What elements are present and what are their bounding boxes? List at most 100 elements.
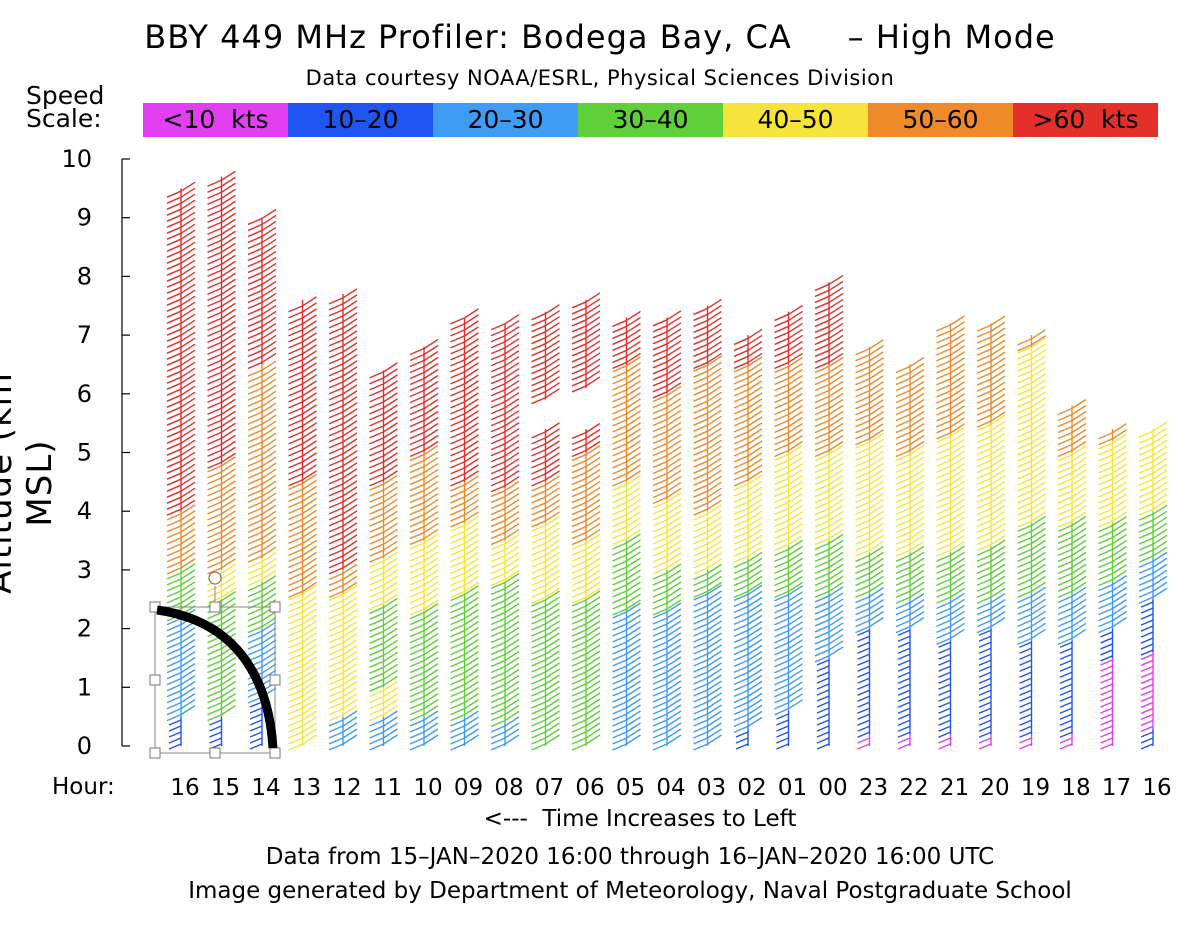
wind-barb-layer — [938, 640, 952, 738]
selection-handle — [149, 674, 161, 686]
wind-barb-layer — [735, 728, 749, 750]
selection-handle — [269, 747, 281, 759]
y-tick-label: 2 — [77, 615, 92, 643]
wind-barb-layer — [976, 539, 1006, 604]
wind-barb-layer — [814, 356, 844, 458]
wind-barb-layer — [733, 328, 763, 370]
wind-barb-layer — [288, 473, 317, 599]
wind-barb-layer — [733, 356, 763, 487]
wind-barb-layer — [733, 551, 763, 599]
y-tick-label: 7 — [77, 321, 92, 349]
wind-barb-layer — [976, 593, 1006, 634]
wind-barb-layer — [976, 315, 1006, 428]
wind-barb-layer — [938, 734, 952, 750]
wind-barb-layer — [450, 475, 479, 528]
wind-barb-layer — [1017, 337, 1046, 528]
wind-barb-layer — [733, 584, 763, 734]
data-credit: Data courtesy NOAA/ESRL, Physical Scienc… — [305, 66, 895, 90]
wind-barb-layer — [409, 338, 439, 458]
wind-barb-layer — [936, 545, 965, 604]
wind-barb-layer — [1098, 516, 1127, 587]
wind-barb-layer — [612, 356, 641, 487]
wind-barb-layer — [247, 208, 277, 370]
wind-barb-layer — [936, 426, 965, 557]
wind-barb-layer — [1059, 734, 1073, 750]
wind-barb-layer — [612, 602, 641, 751]
wind-barb-layer — [774, 585, 803, 716]
hour-tick-label: 01 — [778, 775, 807, 801]
hour-tick-label: 02 — [737, 775, 766, 801]
wind-barb-layer — [369, 681, 398, 722]
wind-barb-layer — [693, 563, 722, 599]
wind-barb-layer — [409, 533, 439, 616]
wind-barb-layer — [612, 310, 641, 370]
speed-bin-20-30: 20–30 — [433, 103, 578, 137]
wind-barb-layer — [531, 515, 560, 604]
rotate-handle-icon — [208, 571, 222, 585]
hour-tick-label: 19 — [1021, 775, 1050, 801]
wind-barb-layer — [936, 315, 965, 440]
wind-barb-layer — [652, 492, 682, 575]
wind-barb-layer — [816, 657, 830, 750]
wind-barb-layer — [693, 298, 722, 370]
generated-by-text: Image generated by Department of Meteoro… — [188, 878, 1072, 904]
wind-barb-layer — [490, 716, 520, 751]
hour-tick-label: 22 — [899, 775, 928, 801]
wind-barb-layer — [369, 551, 398, 610]
wind-barb-layer — [450, 710, 479, 751]
wind-barb-layer — [571, 533, 601, 604]
speed-scale-label-line1: Speed — [26, 81, 105, 110]
hour-tick-label: 06 — [575, 775, 604, 801]
wind-barb-layer — [409, 710, 439, 751]
wind-barb-layer — [652, 385, 682, 505]
wind-barb-layer — [531, 475, 560, 528]
y-tick-label: 1 — [77, 673, 92, 701]
wind-barb-layer — [1140, 599, 1154, 656]
selection-handle — [209, 747, 221, 759]
wind-barb-layer — [207, 591, 236, 722]
wind-barb-layer — [490, 480, 520, 546]
wind-barb-layer — [288, 584, 317, 751]
wind-barb-layer — [166, 609, 196, 722]
y-tick-label: 4 — [77, 497, 92, 525]
wind-barb-layer — [409, 603, 439, 722]
chart-title: BBY 449 MHz Profiler: Bodega Bay, CA – H… — [144, 18, 1056, 56]
wind-barb-layer — [531, 422, 560, 487]
speed-bin-10-20: 10–20 — [288, 103, 433, 137]
hour-tick-label: 20 — [980, 775, 1009, 801]
wind-barb-layer — [1138, 504, 1168, 563]
wind-barb-layer — [369, 710, 398, 751]
wind-barb-layer — [409, 444, 439, 546]
wind-barb-layer — [857, 628, 871, 738]
wind-barb-layer — [207, 170, 236, 469]
hour-tick-label: 23 — [859, 775, 888, 801]
hour-tick-label: 04 — [656, 775, 685, 801]
wind-barb-layer — [1138, 421, 1168, 516]
hour-tick-label: 03 — [697, 775, 726, 801]
wind-barb-layer — [207, 456, 236, 575]
hour-tick-label: 12 — [332, 775, 361, 801]
y-tick-label: 3 — [77, 556, 92, 584]
wind-barb-layer — [247, 575, 277, 634]
wind-barb-layer — [369, 474, 398, 563]
wind-barb-layer — [1100, 628, 1114, 662]
hour-tick-label: 21 — [940, 775, 969, 801]
selection-handle — [149, 747, 161, 759]
wind-barb-layer — [814, 533, 844, 599]
y-tick-label: 10 — [61, 145, 92, 173]
speed-bin-lt10: <10 kts — [143, 103, 288, 137]
hour-tick-label: 14 — [251, 775, 280, 801]
y-tick-label: 8 — [77, 262, 92, 290]
selection-handle — [269, 674, 281, 686]
speed-bin-50-60: 50–60 — [868, 103, 1013, 137]
wind-barb-layer — [774, 304, 803, 370]
wind-barb-layer — [1100, 657, 1114, 750]
wind-barb-layer — [895, 444, 925, 557]
wind-barb-layer — [774, 539, 803, 599]
speed-bin-gt60: >60 kts — [1013, 103, 1158, 137]
speed-bin-30-40: 30–40 — [578, 103, 723, 137]
wind-barb-layer — [369, 597, 398, 692]
wind-barb-layer — [976, 414, 1006, 552]
wind-barb-layer — [571, 422, 601, 458]
wind-barb-layer — [693, 355, 722, 516]
